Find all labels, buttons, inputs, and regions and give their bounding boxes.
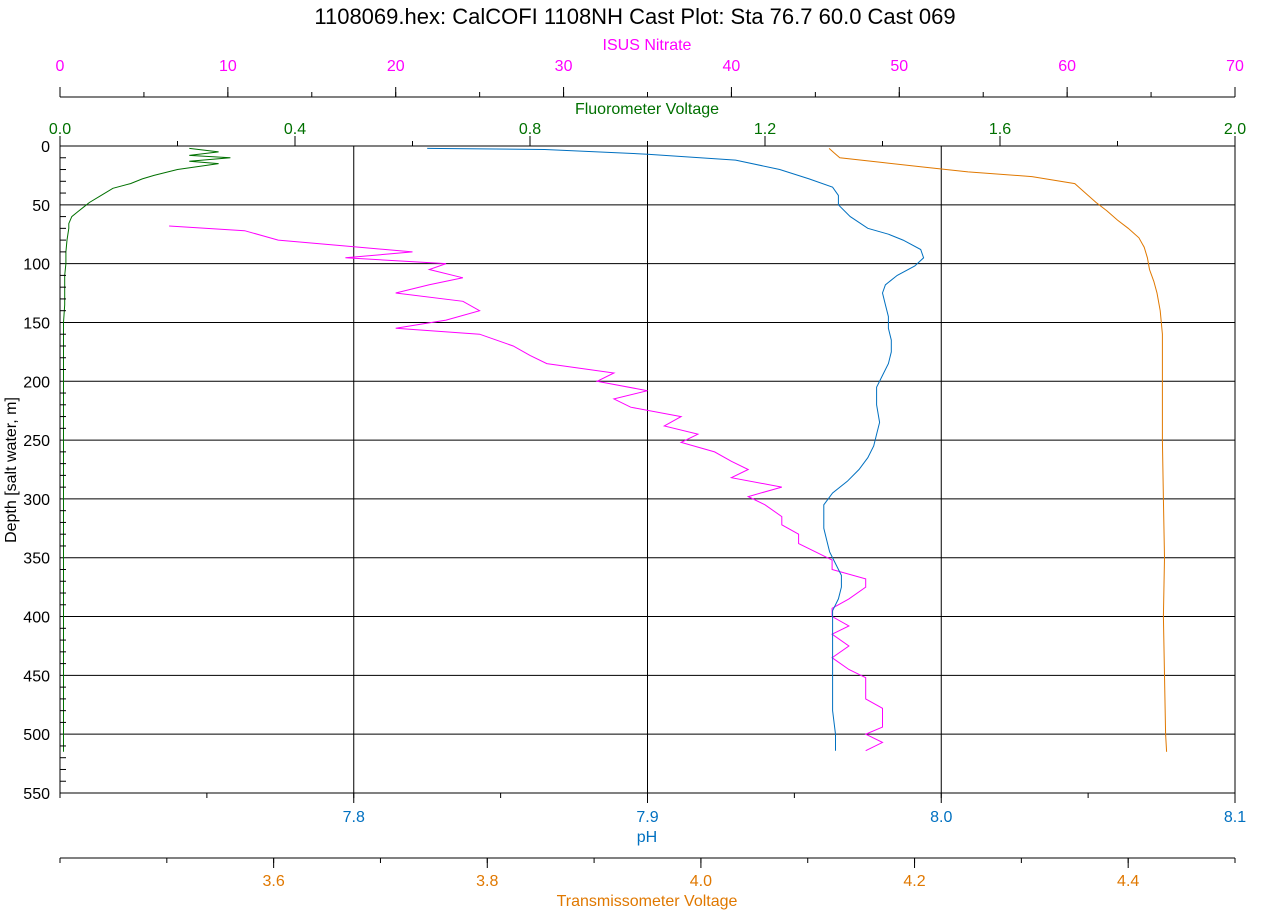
depth-tick-label: 200	[23, 374, 50, 391]
depth-tick-label: 0	[41, 139, 50, 156]
nitrate-tick-label: 10	[219, 58, 237, 75]
fluorometer-tick-label: 0.4	[284, 121, 306, 138]
nitrate-tick-label: 30	[555, 58, 573, 75]
nitrate-axis-label: ISUS Nitrate	[603, 37, 692, 54]
fluorometer-profile-line	[63, 147, 231, 752]
ph-tick-label: 7.9	[636, 809, 658, 826]
depth-tick-label: 100	[23, 257, 50, 274]
nitrate-tick-label: 40	[723, 58, 741, 75]
ph-tick-label: 7.8	[343, 809, 365, 826]
fluorometer-axis-label: Fluorometer Voltage	[575, 101, 719, 118]
nitrate-tick-label: 70	[1226, 58, 1244, 75]
nitrate-profile-line	[169, 225, 884, 752]
depth-tick-label: 350	[23, 551, 50, 568]
depth-axis: 0 50 100 150 200 250 300 350 400 450 500 550 Depth …	[3, 139, 66, 803]
depth-axis-label: Depth [salt water, m]	[3, 397, 20, 543]
transmissometer-axis-label: Transmissometer Voltage	[557, 893, 738, 910]
transmissometer-tick-label: 3.6	[263, 873, 285, 890]
transmissometer-tick-label: 4.0	[690, 873, 712, 890]
nitrate-tick-label: 50	[890, 58, 908, 75]
depth-tick-label: 250	[23, 433, 50, 450]
depth-tick-label: 550	[23, 786, 50, 803]
nitrate-tick-label: 60	[1058, 58, 1076, 75]
fluorometer-axis: Fluorometer Voltage 0.0 0.4 0.8 1.2 1.6 2.0	[49, 101, 1246, 146]
depth-tick-label: 500	[23, 727, 50, 744]
nitrate-axis: ISUS Nitrate 0 10 20 30 40 50 60 70	[56, 37, 1244, 98]
transmissometer-axis: 3.6 3.8 4.0 4.2 4.4 Transmissometer Voltage	[59, 857, 1236, 910]
depth-tick-label: 400	[23, 610, 50, 627]
ph-axis-label: pH	[637, 829, 657, 846]
transmissometer-profile-line	[828, 148, 1168, 752]
transmissometer-tick-label: 3.8	[476, 873, 498, 890]
fluorometer-tick-label: 0.0	[49, 121, 71, 138]
depth-tick-label: 300	[23, 492, 50, 509]
fluorometer-tick-label: 2.0	[1224, 121, 1246, 138]
depth-tick-label: 450	[23, 668, 50, 685]
nitrate-tick-label: 20	[387, 58, 405, 75]
depth-tick-label: 50	[32, 198, 50, 215]
ph-tick-label: 8.1	[1224, 809, 1246, 826]
ph-tick-label: 8.0	[930, 809, 952, 826]
series-layer	[63, 147, 1168, 752]
depth-tick-label: 150	[23, 315, 50, 332]
ph-profile-line	[427, 147, 925, 751]
fluorometer-tick-label: 1.6	[989, 121, 1011, 138]
fluorometer-tick-label: 1.2	[754, 121, 776, 138]
transmissometer-tick-label: 4.2	[903, 873, 925, 890]
transmissometer-tick-label: 4.4	[1117, 873, 1139, 890]
ph-axis: 7.8 7.9 8.0 8.1 pH	[59, 793, 1246, 846]
fluorometer-tick-label: 0.8	[519, 121, 541, 138]
nitrate-tick-label: 0	[56, 58, 65, 75]
chart-title: 1108069.hex: CalCOFI 1108NH Cast Plot: S…	[314, 4, 955, 29]
grid	[59, 145, 1236, 794]
